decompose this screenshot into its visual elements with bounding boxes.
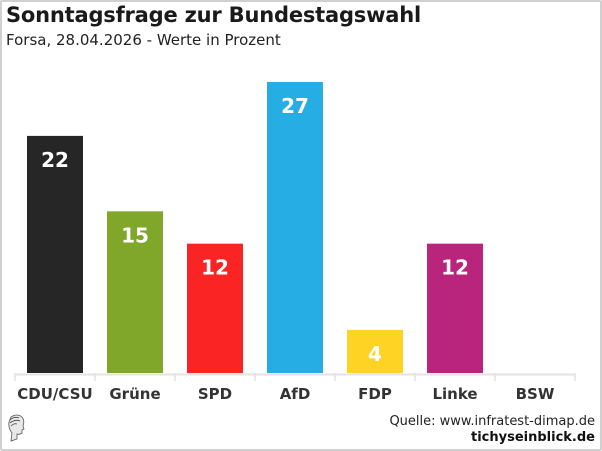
brand-link[interactable]: tichyseinblick.de bbox=[470, 430, 595, 445]
data-label-4: 4 bbox=[368, 342, 382, 366]
source-credit: Quelle: www.infratest-dimap.de bbox=[389, 414, 595, 429]
bar-2 bbox=[187, 243, 243, 373]
x-tick-label-0: CDU/CSU bbox=[17, 385, 92, 403]
x-tick-label-6: BSW bbox=[516, 385, 555, 403]
data-label-5: 12 bbox=[441, 256, 469, 280]
bar-3 bbox=[267, 82, 323, 373]
x-tick-label-4: FDP bbox=[358, 385, 392, 403]
chart-subtitle: Forsa, 28.04.2026 - Werte in Prozent bbox=[6, 31, 281, 49]
x-tick-label-1: Grüne bbox=[109, 385, 160, 403]
bar-1 bbox=[107, 211, 163, 373]
classical-head-logo-icon bbox=[8, 414, 25, 442]
bar-0 bbox=[27, 135, 83, 373]
data-label-0: 22 bbox=[41, 148, 69, 172]
data-label-2: 12 bbox=[201, 256, 229, 280]
x-tick-label-5: Linke bbox=[432, 385, 477, 403]
bar-5 bbox=[427, 243, 483, 373]
bar-4 bbox=[347, 329, 403, 373]
chart-title: Sonntagsfrage zur Bundestagswahl bbox=[6, 3, 422, 27]
data-label-3: 27 bbox=[281, 94, 309, 118]
data-label-1: 15 bbox=[121, 223, 149, 247]
x-tick-label-2: SPD bbox=[198, 385, 232, 403]
x-tick-label-3: AfD bbox=[280, 385, 311, 403]
